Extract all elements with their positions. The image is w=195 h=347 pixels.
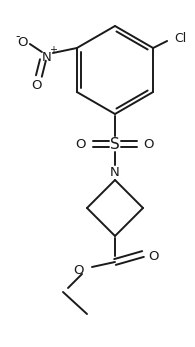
Text: N: N	[110, 166, 120, 178]
Text: S: S	[110, 136, 120, 152]
Text: O: O	[18, 35, 28, 49]
Text: N: N	[42, 51, 52, 64]
Text: -: -	[16, 31, 20, 43]
Text: O: O	[144, 137, 154, 151]
Text: O: O	[32, 78, 42, 92]
Text: Cl: Cl	[174, 32, 186, 44]
Text: O: O	[74, 263, 84, 277]
Text: O: O	[76, 137, 86, 151]
Text: O: O	[148, 249, 159, 262]
Text: +: +	[49, 45, 57, 55]
